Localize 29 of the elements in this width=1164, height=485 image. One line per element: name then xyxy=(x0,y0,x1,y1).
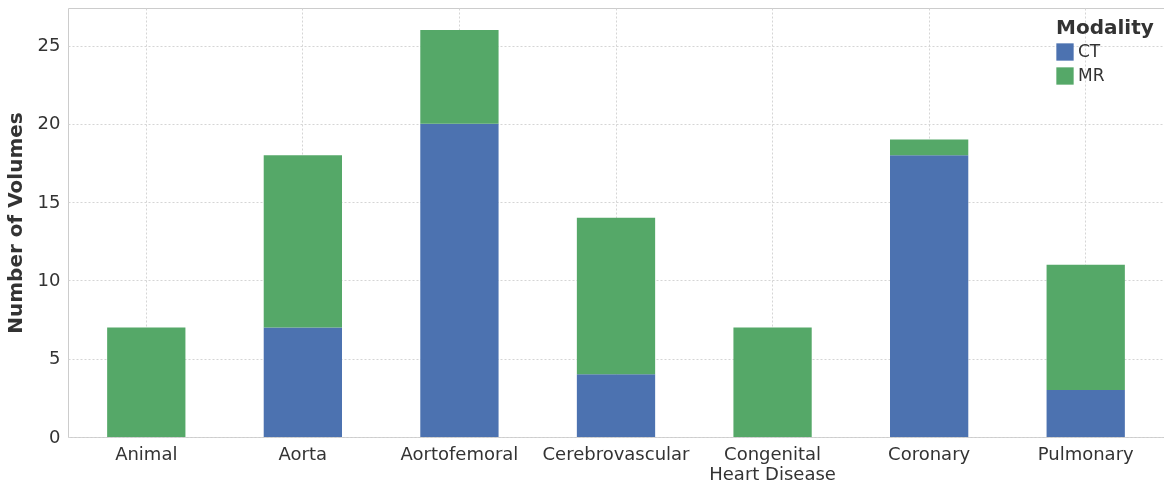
y-tick-label: 5 xyxy=(49,347,61,369)
x-tick-label: Congenital Heart Disease xyxy=(709,442,836,484)
bar xyxy=(107,327,186,437)
bar xyxy=(1046,390,1125,437)
legend-label: CT xyxy=(1078,41,1101,61)
x-tick-label: Animal xyxy=(115,442,178,464)
y-axis-title: Number of Volumes xyxy=(2,112,27,334)
bar xyxy=(263,155,342,328)
bar xyxy=(420,123,499,437)
y-tick-label: 0 xyxy=(49,425,61,447)
legend-label: MR xyxy=(1078,65,1105,85)
x-tick-label: Aorta xyxy=(278,442,328,464)
bar xyxy=(1046,264,1125,391)
bar xyxy=(420,29,499,124)
bar xyxy=(576,374,656,437)
y-tick-label: 20 xyxy=(37,112,61,134)
x-tick-label: Cerebrovascular xyxy=(542,442,691,464)
bar xyxy=(890,139,969,156)
legend-title: Modality xyxy=(1056,15,1154,39)
x-tick-label: Pulmonary xyxy=(1037,442,1135,464)
bar xyxy=(890,155,969,437)
bar xyxy=(733,327,812,437)
y-tick-label: 25 xyxy=(37,34,61,56)
bar xyxy=(576,217,656,375)
y-tick-label: 10 xyxy=(37,268,61,290)
x-tick-label: Aortofemoral xyxy=(400,442,519,464)
y-tick-label: 15 xyxy=(37,190,61,212)
bar xyxy=(263,327,342,437)
x-tick-label: Coronary xyxy=(888,442,971,464)
